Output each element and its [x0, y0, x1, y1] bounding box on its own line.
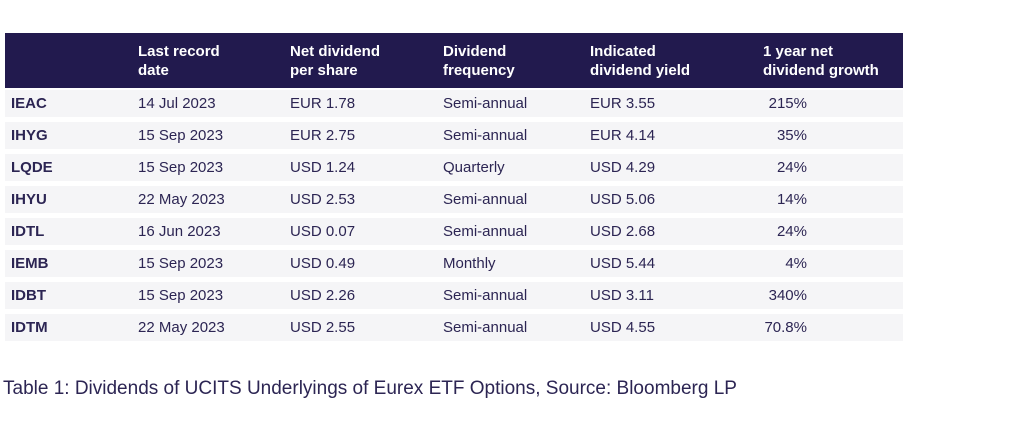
cell-net-dividend-per-share: USD 0.49 — [290, 255, 356, 272]
cell-last-record-date: 15 Sep 2023 — [138, 127, 224, 144]
cell-ticker: IEMB — [11, 255, 49, 272]
cell-indicated-dividend-yield: USD 5.06 — [590, 191, 656, 208]
table-caption: Table 1: Dividends of UCITS Underlyings … — [3, 378, 737, 399]
cell-last-record-date: 22 May 2023 — [138, 319, 225, 336]
cell-indicated-dividend-yield: USD 3.11 — [590, 287, 654, 304]
table-row: LQDE 15 Sep 2023 USD 1.24 Quarterly USD … — [5, 154, 903, 181]
col-header-net-dividend-per-share: Net dividend per share — [290, 43, 381, 79]
cell-indicated-dividend-yield: USD 2.68 — [590, 223, 656, 240]
cell-net-dividend-per-share: USD 0.07 — [290, 223, 356, 240]
cell-ticker: IDBT — [11, 287, 46, 304]
table-row: IHYU 22 May 2023 USD 2.53 Semi-annual US… — [5, 186, 903, 213]
cell-indicated-dividend-yield: EUR 3.55 — [590, 95, 656, 112]
cell-dividend-frequency: Semi-annual — [443, 319, 528, 336]
cell-last-record-date: 22 May 2023 — [138, 191, 225, 208]
cell-1-year-net-dividend-growth: 24% — [776, 223, 807, 240]
table-row: IDTL 16 Jun 2023 USD 0.07 Semi-annual US… — [5, 218, 903, 245]
cell-last-record-date: 15 Sep 2023 — [138, 287, 224, 304]
cell-net-dividend-per-share: EUR 1.78 — [290, 95, 356, 112]
table-row: IDBT 15 Sep 2023 USD 2.26 Semi-annual US… — [5, 282, 903, 309]
cell-indicated-dividend-yield: EUR 4.14 — [590, 127, 656, 144]
table-row: IHYG 15 Sep 2023 EUR 2.75 Semi-annual EU… — [5, 122, 903, 149]
cell-1-year-net-dividend-growth: 35% — [776, 127, 807, 144]
col-header-1-year-net-dividend-growth: 1 year net dividend growth — [763, 43, 879, 79]
cell-1-year-net-dividend-growth: 70.8% — [764, 319, 807, 336]
cell-dividend-frequency: Semi-annual — [443, 127, 528, 144]
cell-dividend-frequency: Semi-annual — [443, 287, 528, 304]
cell-net-dividend-per-share: USD 1.24 — [290, 159, 356, 176]
cell-1-year-net-dividend-growth: 24% — [776, 159, 807, 176]
cell-ticker: IEAC — [11, 95, 47, 112]
cell-indicated-dividend-yield: USD 4.29 — [590, 159, 656, 176]
table-row: IEMB 15 Sep 2023 USD 0.49 Monthly USD 5.… — [5, 250, 903, 277]
table-row: IEAC 14 Jul 2023 EUR 1.78 Semi-annual EU… — [5, 90, 903, 117]
cell-1-year-net-dividend-growth: 215% — [768, 95, 807, 112]
cell-ticker: IHYU — [11, 191, 47, 208]
cell-last-record-date: 15 Sep 2023 — [138, 255, 224, 272]
cell-ticker: IDTL — [11, 223, 45, 240]
col-header-last-record-date: Last record date — [138, 43, 220, 79]
cell-1-year-net-dividend-growth: 340% — [768, 287, 807, 304]
cell-last-record-date: 15 Sep 2023 — [138, 159, 224, 176]
cell-indicated-dividend-yield: USD 4.55 — [590, 319, 656, 336]
dividends-table: Last record date Net dividend per share … — [5, 33, 903, 346]
cell-dividend-frequency: Monthly — [443, 255, 496, 272]
cell-last-record-date: 14 Jul 2023 — [138, 95, 216, 112]
cell-ticker: LQDE — [11, 159, 53, 176]
cell-net-dividend-per-share: USD 2.26 — [290, 287, 356, 304]
cell-net-dividend-per-share: USD 2.55 — [290, 319, 356, 336]
cell-dividend-frequency: Semi-annual — [443, 95, 528, 112]
cell-ticker: IDTM — [11, 319, 48, 336]
cell-1-year-net-dividend-growth: 4% — [785, 255, 807, 272]
cell-net-dividend-per-share: EUR 2.75 — [290, 127, 356, 144]
col-header-ticker — [5, 33, 138, 88]
table-row: IDTM 22 May 2023 USD 2.55 Semi-annual US… — [5, 314, 903, 341]
cell-last-record-date: 16 Jun 2023 — [138, 223, 221, 240]
cell-net-dividend-per-share: USD 2.53 — [290, 191, 356, 208]
table-header-row: Last record date Net dividend per share … — [5, 33, 903, 88]
cell-1-year-net-dividend-growth: 14% — [776, 191, 807, 208]
cell-dividend-frequency: Semi-annual — [443, 191, 528, 208]
cell-dividend-frequency: Semi-annual — [443, 223, 528, 240]
col-header-indicated-dividend-yield: Indicated dividend yield — [590, 43, 691, 79]
cell-dividend-frequency: Quarterly — [443, 159, 505, 176]
cell-ticker: IHYG — [11, 127, 48, 144]
col-header-dividend-frequency: Dividend frequency — [443, 43, 515, 79]
cell-indicated-dividend-yield: USD 5.44 — [590, 255, 656, 272]
